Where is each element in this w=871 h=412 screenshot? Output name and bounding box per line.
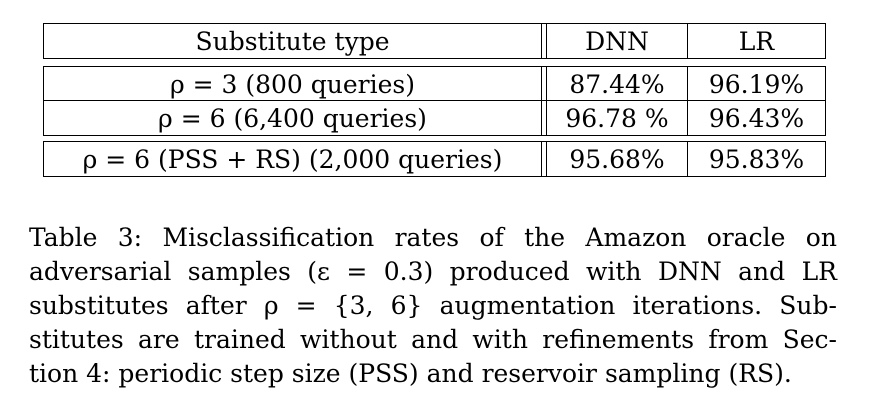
caption-word: substitutes [29,291,169,320]
double-rule [542,142,547,177]
table-row: ρ = 3 (800 queries) 87.44% 96.19% [43,66,826,102]
caption-word: Table [29,223,98,252]
caption-word: iterations. [632,291,763,320]
caption-word: stitutes [29,325,124,354]
caption-word: (ε [307,257,330,286]
caption-word: trained [193,325,286,354]
caption-word: refinements [542,325,695,354]
caption-word: are [138,325,180,354]
caption-word: Sub- [779,291,837,320]
row-dnn-value: 87.44% [547,67,688,101]
row-lr-value: 95.83% [708,144,805,174]
caption-word: samples [187,257,291,286]
table-row: ρ = 6 (PSS + RS) (2,000 queries) 95.68% … [43,141,826,178]
caption-word: the [524,223,566,252]
caption-word: and [738,257,786,286]
caption-line: tion 4: periodic step size (PSS) and res… [29,359,792,388]
caption-word: with [585,257,642,286]
caption-line: Table 3: Misclassification rates of the Amazon… [29,221,837,255]
caption-word: and [411,325,459,354]
header-lr: LR [738,26,775,56]
row-substitute-type: ρ = 3 (800 queries) [44,67,542,101]
caption-word: DNN [657,257,722,286]
row-lr-value: 96.43% [708,103,805,133]
caption-line: adversarial samples (ε = 0.3) produced with DNN… [29,255,837,289]
double-rule [542,67,547,101]
caption-word: with [472,325,528,354]
caption-word: 3: [117,223,143,252]
caption-line: stitutes are trained without and with refineme… [29,323,837,357]
table-header-row: Substitute type DNN LR [43,23,826,59]
caption-word: of [479,223,504,252]
row-dnn-value: 96.78 % [547,101,688,136]
caption-word: produced [449,257,570,286]
table-row: ρ = 6 (6,400 queries) 96.78 % 96.43% [43,100,826,137]
caption-word: LR [801,257,837,286]
caption-word: adversarial [29,257,172,286]
caption-word: = [346,257,368,286]
row-lr-value: 96.19% [708,69,805,99]
caption-line: substitutes after ρ = {3, 6} augmentation itera… [29,289,837,323]
caption-word: rates [394,223,460,252]
caption-word: ρ [263,291,279,320]
header-substitute-type: Substitute type [44,24,542,58]
caption-word: 6} [390,291,423,320]
caption-word: {3, [333,291,374,320]
row-substitute-type: ρ = 6 (6,400 queries) [44,101,542,136]
double-rule [542,24,547,58]
caption-word: Amazon [585,223,687,252]
caption-word: on [805,223,837,252]
caption-word: augmentation [439,291,616,320]
caption-word: Misclassification [162,223,375,252]
caption-word: = [295,291,317,320]
caption-word: 0.3) [383,257,434,286]
header-dnn: DNN [547,24,688,58]
row-dnn-value: 95.68% [547,142,688,177]
caption-word: after [185,291,247,320]
double-rule [542,101,547,136]
table-caption: Table 3: Misclassification rates of the Amazon… [29,221,837,391]
caption-word: Sec- [782,325,837,354]
caption-word: without [300,325,397,354]
caption-word: oracle [706,223,786,252]
results-table: Substitute type DNN LR ρ = 3 (800 querie… [43,23,826,178]
row-substitute-type: ρ = 6 (PSS + RS) (2,000 queries) [44,142,542,177]
caption-word: from [708,325,769,354]
